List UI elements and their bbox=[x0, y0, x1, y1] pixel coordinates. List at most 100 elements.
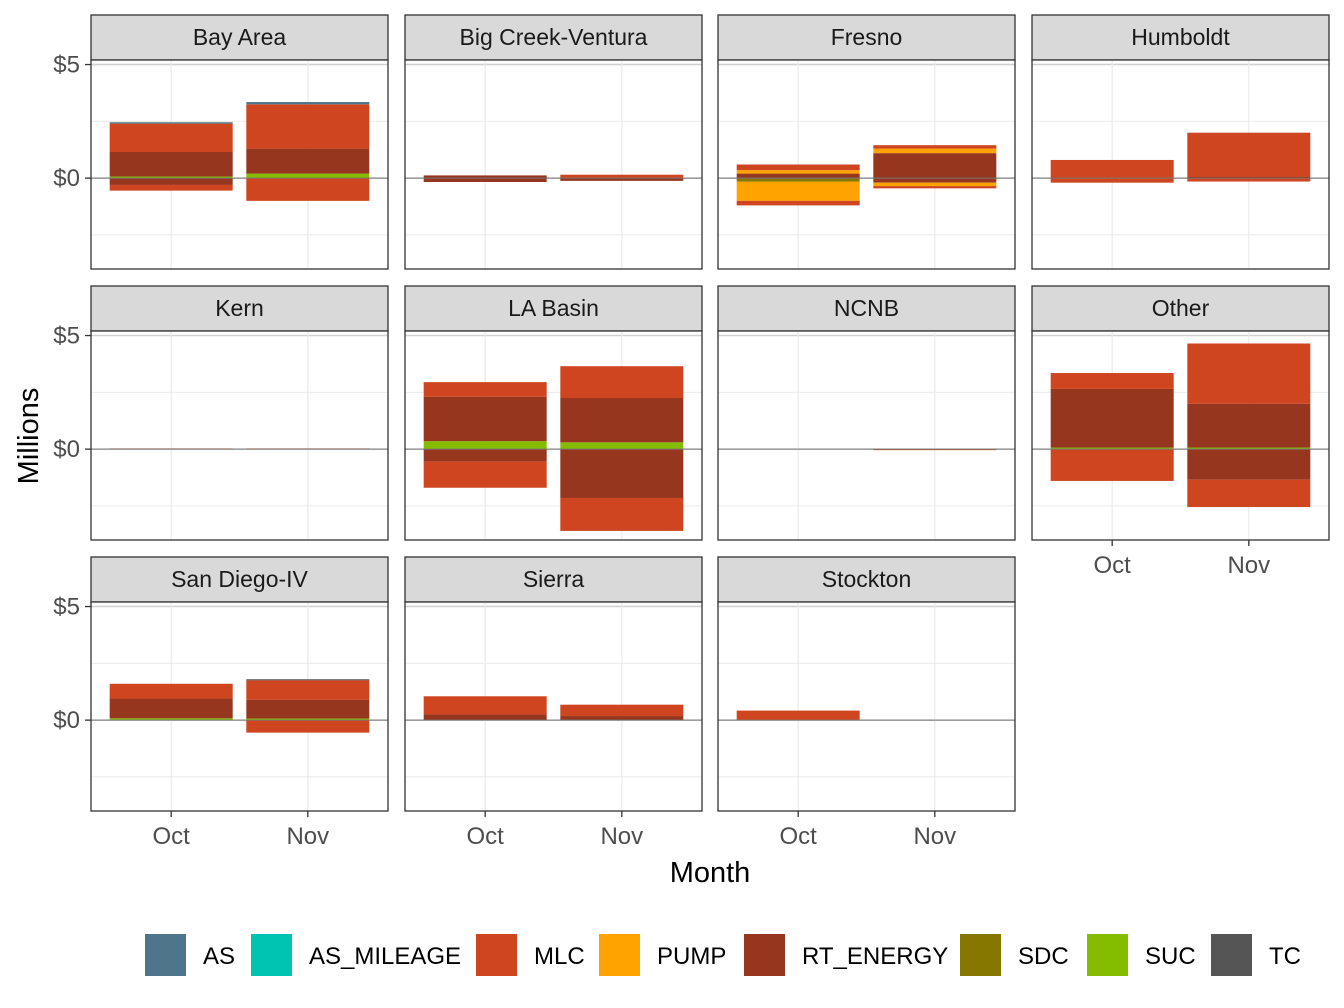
facet-big-creek-ventura: Big Creek-Ventura bbox=[404, 14, 703, 270]
facet-ncnb: NCNB bbox=[717, 285, 1016, 541]
bar-segment-rt-energy bbox=[246, 699, 370, 719]
legend-label: AS_MILEAGE bbox=[309, 943, 461, 970]
bar-segment-mlc bbox=[246, 680, 370, 700]
bar-segment-as bbox=[109, 122, 233, 124]
legend-item-suc: SUC bbox=[1087, 934, 1196, 976]
facet-strip-label: Kern bbox=[215, 295, 264, 321]
bar-segment-mlc bbox=[873, 145, 997, 149]
legend-key bbox=[1211, 934, 1252, 976]
panel-border bbox=[90, 330, 389, 541]
panel-background bbox=[718, 602, 1015, 811]
facet-strip-label: Other bbox=[1152, 295, 1210, 321]
bar-segment-tc bbox=[246, 679, 370, 681]
facet-strip bbox=[90, 285, 389, 332]
facet-strip bbox=[717, 14, 1016, 61]
bar-segment-sdc bbox=[736, 178, 860, 182]
bar-segment-mlc bbox=[1050, 449, 1174, 481]
bar-segment-mlc bbox=[736, 164, 860, 171]
bar-segment-pump bbox=[873, 182, 997, 187]
facet-bay-area: Bay Area $5 $0 bbox=[53, 14, 389, 270]
bar-segment-rt-energy bbox=[736, 173, 860, 179]
legend-item-mlc: MLC bbox=[476, 934, 585, 976]
bar-segment-mlc bbox=[1050, 373, 1174, 389]
bar-segment-rt-energy bbox=[423, 178, 547, 182]
bar-segment-mlc bbox=[736, 200, 860, 206]
legend-key bbox=[744, 934, 785, 976]
bar-segment-rt-energy bbox=[560, 716, 684, 721]
facet-san-diego-iv: San Diego-IV $5 $0 Oct Nov bbox=[53, 556, 389, 850]
panel-border bbox=[90, 59, 389, 270]
legend-label: AS bbox=[203, 943, 235, 970]
facet-strip bbox=[404, 14, 703, 61]
bar-segment-rt-energy bbox=[1050, 388, 1174, 448]
bar-segment-suc bbox=[246, 718, 370, 721]
panel-border bbox=[717, 59, 1016, 270]
bar-segment-rt-energy bbox=[1187, 403, 1311, 448]
y-tick-label: $5 bbox=[53, 52, 80, 79]
facet-other: Other Oct Nov bbox=[1031, 285, 1330, 579]
facet-strip bbox=[1031, 14, 1330, 61]
facet-strip-label: Bay Area bbox=[193, 24, 287, 50]
facet-strip-label: LA Basin bbox=[508, 295, 599, 321]
bar-segment-mlc bbox=[560, 174, 684, 179]
panel-border bbox=[404, 330, 703, 541]
y-tick-label: $0 bbox=[53, 707, 80, 734]
legend-key bbox=[476, 934, 517, 976]
bar-segment-suc bbox=[1187, 447, 1311, 450]
panel-background bbox=[405, 60, 702, 269]
legend: AS AS_MILEAGE MLC PUMP RT_ENERGY SDC SUC TC bbox=[145, 934, 1301, 976]
y-tick-label: $0 bbox=[53, 165, 80, 192]
bar-segment-mlc bbox=[873, 186, 997, 189]
bar-segment-mlc bbox=[109, 123, 233, 153]
facet-strip bbox=[1031, 285, 1330, 332]
bar-segment-rt-energy bbox=[109, 152, 233, 177]
bar-segment-mlc bbox=[423, 461, 547, 488]
bar-segment-rt-energy bbox=[873, 178, 997, 183]
facet-strip bbox=[404, 285, 703, 332]
bar-segment-pump bbox=[736, 181, 860, 201]
facet-la-basin: LA Basin bbox=[404, 285, 703, 541]
facet-strip bbox=[90, 556, 389, 603]
bar-segment-rt-energy bbox=[109, 178, 233, 185]
facet-fresno: Fresno bbox=[717, 14, 1016, 270]
bar-segment-mlc bbox=[109, 184, 233, 191]
legend-item-sdc: SDC bbox=[960, 934, 1069, 976]
legend-key bbox=[960, 934, 1001, 976]
bar-segment-rt-energy bbox=[423, 175, 547, 179]
bar-segment-pump bbox=[873, 148, 997, 154]
bar-segment-mlc bbox=[109, 683, 233, 699]
panel-border bbox=[1031, 59, 1330, 270]
panel-border bbox=[90, 601, 389, 812]
facet-strip bbox=[717, 285, 1016, 332]
y-tick-label: $5 bbox=[53, 323, 80, 350]
legend-key bbox=[251, 934, 292, 976]
legend-label: TC bbox=[1269, 943, 1301, 970]
bar-segment-suc bbox=[109, 718, 233, 721]
facet-strip bbox=[717, 556, 1016, 603]
bar-segment-suc bbox=[246, 173, 370, 179]
bar-segment-mlc bbox=[736, 710, 860, 721]
facet-strip-label: Fresno bbox=[831, 24, 903, 50]
bar-segment-mlc bbox=[560, 497, 684, 531]
facet-panels: Bay Area $5 $0 Big Creek-Ventura Fresno Humbo… bbox=[53, 14, 1330, 850]
bar-segment-suc bbox=[109, 176, 233, 179]
bar-segment-mlc bbox=[423, 696, 547, 715]
bar-segment-mlc bbox=[246, 178, 370, 201]
legend-item-as-mileage: AS_MILEAGE bbox=[251, 934, 461, 976]
legend-item-tc: TC bbox=[1211, 934, 1301, 976]
legend-label: PUMP bbox=[657, 943, 726, 970]
facet-strip bbox=[90, 14, 389, 61]
facet-stockton: Stockton Oct Nov bbox=[717, 556, 1016, 850]
bar-segment-rt-energy bbox=[873, 153, 997, 179]
x-tick-label: Nov bbox=[913, 823, 956, 850]
bar-segment-rt-energy bbox=[109, 698, 233, 719]
bar-segment-rt-energy bbox=[1187, 176, 1311, 179]
bar-segment-mlc bbox=[560, 704, 684, 717]
bar-segment-mlc bbox=[1187, 178, 1311, 182]
legend-label: SUC bbox=[1145, 943, 1196, 970]
x-axis-title: Month bbox=[670, 857, 751, 889]
legend-key bbox=[1087, 934, 1128, 976]
facet-strip-label: Big Creek-Ventura bbox=[460, 24, 648, 50]
x-tick-label: Nov bbox=[286, 823, 329, 850]
bar-segment-mlc bbox=[423, 382, 547, 397]
